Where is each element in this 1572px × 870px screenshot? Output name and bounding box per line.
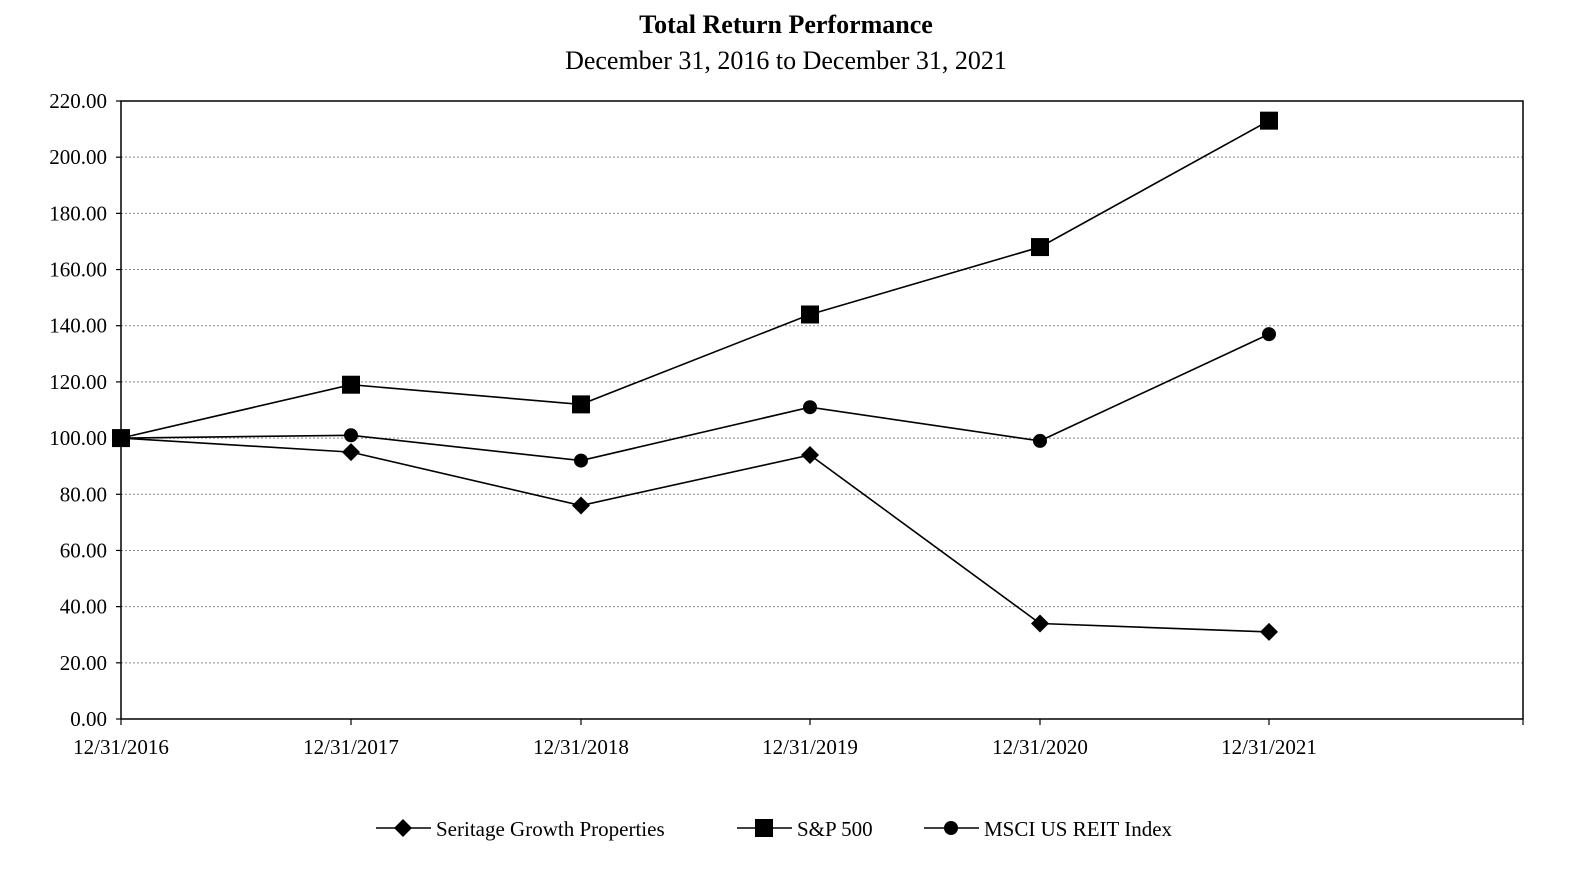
series-diamond xyxy=(112,429,1278,641)
data-point xyxy=(572,496,590,515)
legend-label: MSCI US REIT Index xyxy=(984,817,1173,841)
x-tick-label: 12/31/2019 xyxy=(762,735,858,759)
chart-subtitle: December 31, 2016 to December 31, 2021 xyxy=(565,46,1007,75)
series-line xyxy=(120,437,1270,633)
y-axis: 0.00 20.00 40.00 60.00 80.00 100.00 120.00 140.… xyxy=(49,89,121,731)
y-tick-label: 80.00 xyxy=(60,482,107,506)
data-point xyxy=(1260,111,1278,130)
series-layer xyxy=(112,111,1278,641)
x-axis: 12/31/2016 12/31/2017 12/31/2018 12/31/2019… xyxy=(73,719,1524,759)
x-tick-label: 12/31/2020 xyxy=(992,735,1088,759)
legend-item: S&P 500 xyxy=(737,817,873,841)
square-marker xyxy=(755,819,773,837)
y-tick-label: 20.00 xyxy=(60,651,107,675)
y-tick-label: 160.00 xyxy=(49,258,107,282)
chart-title: Total Return Performance xyxy=(639,10,933,39)
data-point xyxy=(1260,622,1278,641)
x-tick-label: 12/31/2018 xyxy=(533,735,629,759)
data-point xyxy=(801,305,819,324)
data-point xyxy=(801,445,819,464)
y-tick-label: 120.00 xyxy=(49,370,107,394)
legend-label: S&P 500 xyxy=(797,817,873,841)
series-line xyxy=(120,119,1270,439)
legend-label: Seritage Growth Properties xyxy=(436,817,665,841)
data-point xyxy=(1262,327,1276,342)
y-tick-label: 200.00 xyxy=(49,145,107,169)
x-tick-label: 12/31/2021 xyxy=(1221,735,1317,759)
y-tick-label: 100.00 xyxy=(49,426,107,450)
data-point xyxy=(344,428,358,443)
data-point xyxy=(342,443,360,462)
legend: Seritage Growth Properties S&P 500 MSCI US… xyxy=(376,817,1173,841)
data-point xyxy=(342,375,360,394)
data-point xyxy=(572,395,590,414)
data-point xyxy=(1033,433,1047,448)
legend-item: MSCI US REIT Index xyxy=(924,817,1173,841)
y-tick-label: 0.00 xyxy=(70,707,107,731)
data-point xyxy=(1031,238,1049,257)
series-circle xyxy=(114,327,1276,468)
y-tick-label: 180.00 xyxy=(49,201,107,225)
legend-item: Seritage Growth Properties xyxy=(376,817,665,841)
x-tick-label: 12/31/2016 xyxy=(73,735,169,759)
data-point xyxy=(803,400,817,415)
circle-marker xyxy=(944,821,958,835)
plot-area xyxy=(120,100,1524,720)
y-tick-label: 40.00 xyxy=(60,595,107,619)
diamond-marker xyxy=(394,819,412,837)
gridlines xyxy=(121,156,1523,664)
data-point xyxy=(114,431,128,446)
series-line xyxy=(120,333,1270,462)
x-tick-label: 12/31/2017 xyxy=(303,735,399,759)
data-point xyxy=(1031,614,1049,633)
y-tick-label: 60.00 xyxy=(60,538,107,562)
data-point xyxy=(574,453,588,468)
y-tick-label: 220.00 xyxy=(49,89,107,113)
y-tick-label: 140.00 xyxy=(49,314,107,338)
series-square xyxy=(112,111,1278,448)
